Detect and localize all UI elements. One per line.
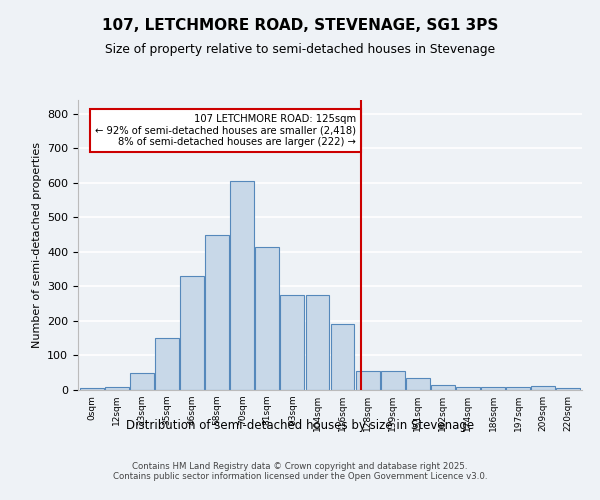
Bar bbox=[205, 234, 229, 390]
Bar bbox=[105, 386, 129, 390]
Bar bbox=[356, 371, 380, 390]
Bar bbox=[305, 295, 329, 390]
Bar bbox=[256, 246, 279, 390]
Text: 107 LETCHMORE ROAD: 125sqm
← 92% of semi-detached houses are smaller (2,418)
8% : 107 LETCHMORE ROAD: 125sqm ← 92% of semi… bbox=[95, 114, 356, 147]
Bar bbox=[481, 386, 505, 390]
Bar bbox=[130, 372, 154, 390]
Bar bbox=[280, 295, 304, 390]
Bar bbox=[431, 385, 455, 390]
Text: Contains HM Land Registry data © Crown copyright and database right 2025.
Contai: Contains HM Land Registry data © Crown c… bbox=[113, 462, 487, 481]
Bar bbox=[80, 388, 104, 390]
Bar bbox=[180, 276, 204, 390]
Text: Size of property relative to semi-detached houses in Stevenage: Size of property relative to semi-detach… bbox=[105, 42, 495, 56]
Y-axis label: Number of semi-detached properties: Number of semi-detached properties bbox=[32, 142, 41, 348]
Bar bbox=[456, 386, 480, 390]
Bar bbox=[230, 181, 254, 390]
Text: Distribution of semi-detached houses by size in Stevenage: Distribution of semi-detached houses by … bbox=[126, 420, 474, 432]
Bar bbox=[331, 324, 355, 390]
Bar bbox=[406, 378, 430, 390]
Bar bbox=[506, 386, 530, 390]
Bar bbox=[381, 371, 404, 390]
Text: 107, LETCHMORE ROAD, STEVENAGE, SG1 3PS: 107, LETCHMORE ROAD, STEVENAGE, SG1 3PS bbox=[102, 18, 498, 32]
Bar bbox=[531, 386, 555, 390]
Bar bbox=[155, 338, 179, 390]
Bar bbox=[556, 388, 580, 390]
